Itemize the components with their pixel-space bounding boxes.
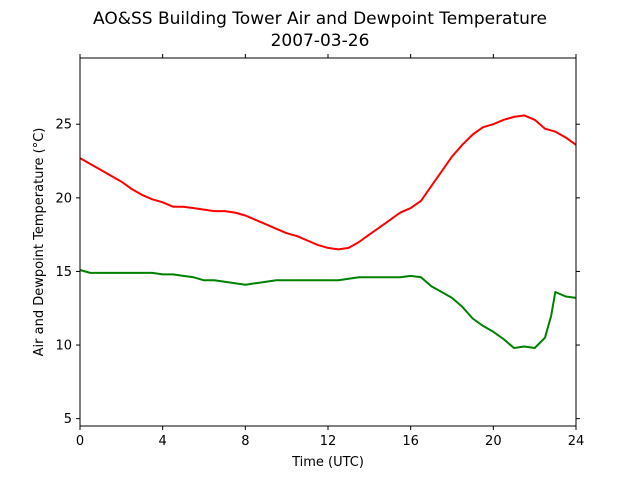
series-line-1: [79, 269, 577, 349]
plot-lines: [79, 114, 577, 349]
chart-title: AO&SS Building Tower Air and Dewpoint Te…: [93, 9, 547, 29]
series-line-0: [79, 114, 577, 251]
x-tick-label: 16: [402, 434, 419, 449]
y-axis-label: Air and Dewpoint Temperature (°C): [32, 128, 47, 357]
y-tick-label: 20: [55, 191, 72, 206]
chart-subtitle: 2007-03-26: [271, 31, 370, 51]
x-tick-label: 12: [320, 434, 337, 449]
x-tick-label: 20: [485, 434, 502, 449]
y-tick-label: 25: [55, 118, 72, 133]
x-tick-label: 8: [241, 434, 249, 449]
x-tick-label: 0: [76, 434, 84, 449]
x-axis-label: Time (UTC): [291, 455, 364, 470]
y-axis: 5 10 15 20 25: [55, 118, 580, 427]
plot-frame: [79, 57, 577, 427]
x-tick-label: 24: [568, 434, 585, 449]
x-axis: 0 4 8 12 16 20 24: [76, 54, 584, 449]
y-tick-label: 10: [55, 339, 72, 354]
x-tick-label: 4: [159, 434, 167, 449]
y-tick-label: 5: [64, 412, 72, 427]
y-tick-label: 15: [55, 265, 72, 280]
